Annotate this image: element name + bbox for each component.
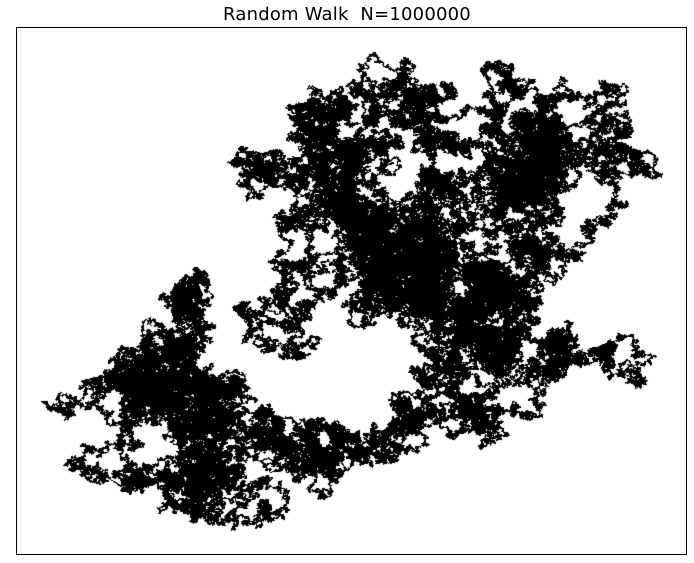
plot-area	[16, 27, 687, 555]
chart-title: Random Walk N=1000000	[223, 4, 471, 25]
random-walk-trace	[17, 28, 686, 554]
